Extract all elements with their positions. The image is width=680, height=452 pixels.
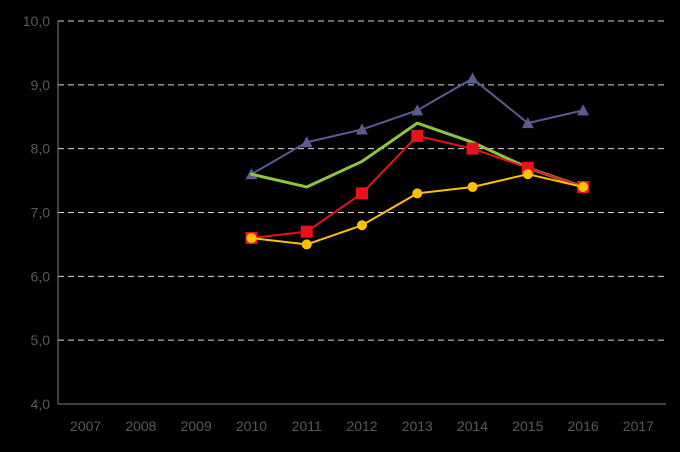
x-tick-label: 2013	[402, 418, 433, 434]
x-tick-label: 2014	[457, 418, 488, 434]
axes	[57, 21, 666, 405]
x-tick-label: 2010	[236, 418, 267, 434]
triangle-marker	[466, 72, 479, 84]
circle-marker	[412, 188, 423, 199]
y-tick-label: 8,0	[31, 141, 51, 157]
circle-marker	[467, 181, 478, 192]
x-tick-label: 2012	[346, 418, 377, 434]
circle-marker	[578, 181, 589, 192]
y-tick-label: 4,0	[31, 396, 51, 412]
y-tick-label: 10,0	[23, 13, 50, 29]
triangle-marker	[577, 104, 590, 116]
square-marker	[356, 187, 368, 200]
circle-marker	[357, 220, 367, 231]
square-marker	[300, 225, 313, 238]
square-marker	[466, 142, 479, 155]
circle-marker	[246, 233, 257, 244]
y-tick-label: 7,0	[31, 205, 51, 221]
x-tick-label: 2009	[181, 418, 212, 434]
y-axis-tick-labels: 4,0 5,0 6,0 7,0 8,0 9,0 10,0	[23, 13, 50, 412]
gridlines	[58, 20, 666, 341]
triangle-marker	[411, 104, 424, 116]
x-tick-label: 2008	[125, 418, 156, 434]
circle-marker	[522, 169, 533, 180]
triangle-marker	[300, 136, 313, 148]
triangle-marker	[356, 123, 368, 135]
series-1	[245, 72, 590, 180]
series-4	[246, 169, 589, 250]
triangle-marker	[521, 117, 534, 129]
y-tick-label: 9,0	[31, 77, 51, 93]
square-marker	[411, 129, 424, 142]
circle-marker	[301, 239, 312, 250]
y-tick-label: 5,0	[31, 332, 51, 348]
x-axis-tick-labels: 2007 2008 2009 2010 2011 2012 2013 2014 2015 2016…	[70, 418, 654, 434]
y-tick-label: 6,0	[31, 268, 51, 284]
x-tick-label: 2015	[512, 418, 543, 434]
series-group	[245, 72, 590, 250]
x-tick-label: 2011	[292, 418, 322, 434]
x-tick-label: 2007	[70, 418, 101, 434]
x-tick-label: 2016	[568, 418, 599, 434]
x-tick-label: 2017	[623, 418, 654, 434]
series-line	[250, 77, 585, 176]
